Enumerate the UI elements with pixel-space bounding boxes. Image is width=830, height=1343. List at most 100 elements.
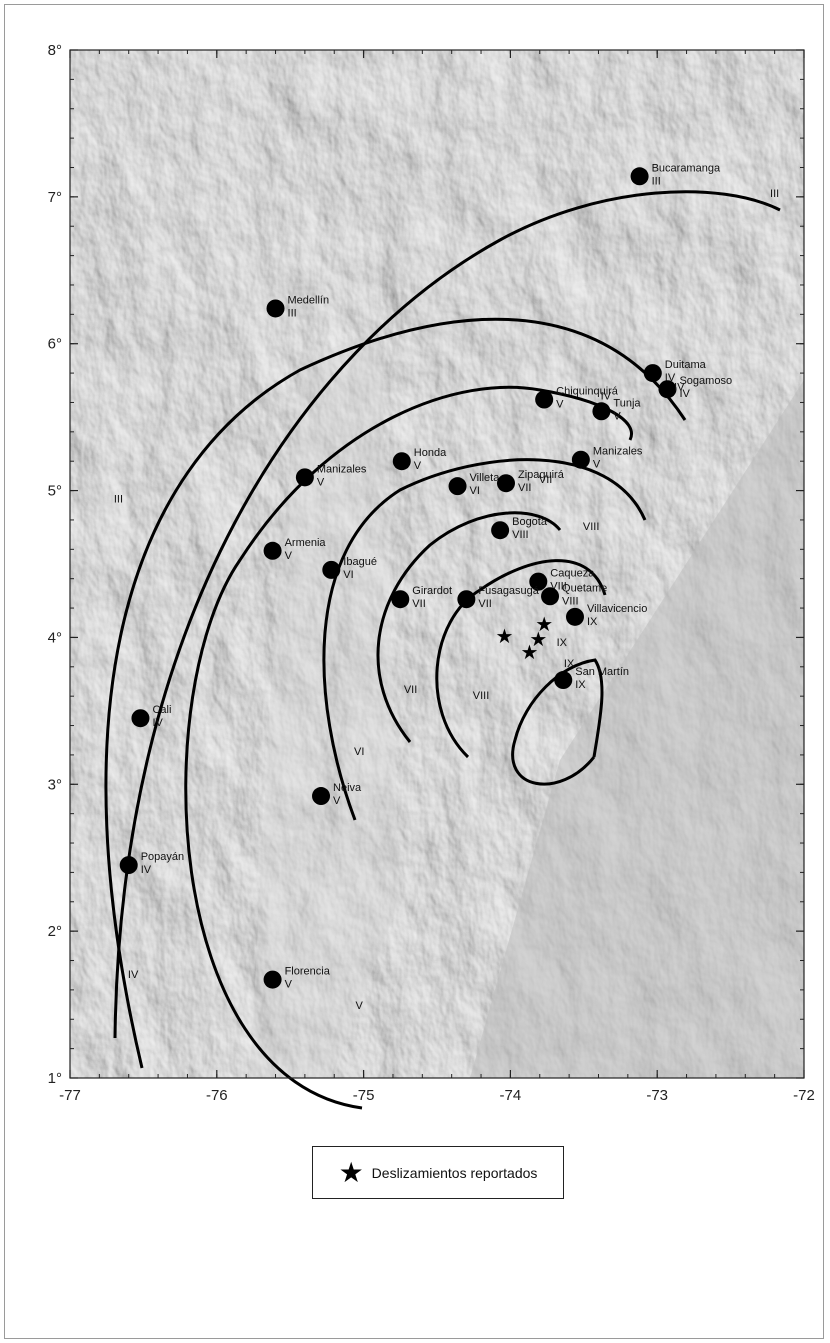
city-dot: [322, 560, 341, 579]
city-dot: [448, 477, 467, 496]
city-intensity: V: [556, 399, 564, 411]
city-intensity: V: [414, 460, 422, 472]
city-dot: [263, 541, 282, 560]
city-name: Florencia: [285, 966, 331, 978]
landslide-star-icon: ★: [535, 612, 553, 636]
valley-shade: [250, 330, 400, 1078]
city-dot: [491, 521, 510, 540]
isoseismal-label: VIII: [473, 690, 490, 702]
city-dot: [535, 390, 554, 409]
x-tick-label: -76: [206, 1087, 228, 1104]
isoseismal-end-label: IV: [674, 382, 685, 394]
star-icon: ★: [338, 1155, 364, 1189]
isoseismal-end-label: VIII: [583, 521, 600, 533]
city-name: Villavicencio: [587, 603, 647, 615]
map-border: [69, 49, 805, 1079]
y-tick-label: 4°: [48, 629, 62, 646]
city-dot: [266, 299, 285, 318]
isoseismal-iv: [104, 317, 687, 1069]
isoseismal-end-label: IV: [601, 391, 612, 403]
city-intensity: IX: [587, 616, 598, 628]
city-intensity: VII: [412, 598, 425, 610]
city-name: Duitama: [665, 359, 707, 371]
city-dot: [541, 587, 560, 606]
city-name: Bucaramanga: [652, 162, 721, 174]
city-name: Neiva: [333, 782, 362, 794]
isoseismal-v-outer: [184, 385, 633, 1110]
city-name: Manizales: [317, 463, 367, 475]
x-tick-label: -77: [59, 1087, 81, 1104]
city-intensity: V: [333, 795, 341, 807]
city-intensity: IV: [665, 372, 676, 384]
city-dot: [592, 402, 611, 421]
landslide-star-icon: ★: [529, 627, 547, 651]
isoseismal-vi: [376, 511, 562, 743]
city-name: Zipaquirá: [518, 469, 565, 481]
isoseismal-iii: [113, 190, 781, 1039]
isoseismal-label: VII: [404, 684, 417, 696]
city-dot: [571, 450, 590, 469]
city-name: San Martín: [575, 666, 629, 678]
x-tick-label: -74: [500, 1087, 522, 1104]
city-name: Ibagué: [343, 556, 377, 568]
city-dot: [643, 364, 662, 383]
city-name: Tunja: [613, 397, 641, 409]
city-intensity: III: [652, 175, 661, 187]
city-dot: [496, 474, 515, 493]
axis-ticks: -77 -76 -75 -74 -73 -72 1° 2° 3° 4° 5° 6° 7° 8°: [48, 42, 815, 1104]
city-intensity: IV: [141, 864, 152, 876]
city-name: Armenia: [285, 537, 327, 549]
city-intensity: IX: [575, 679, 586, 691]
y-tick-label: 2°: [48, 923, 62, 940]
city-intensity: VI: [343, 569, 353, 581]
y-tick-label: 3°: [48, 776, 62, 793]
city-dot: [119, 856, 138, 875]
city-dot: [457, 590, 476, 609]
city-intensity: IV: [152, 717, 163, 729]
city-dot: [392, 452, 411, 471]
x-tick-label: -75: [353, 1087, 375, 1104]
city-name: Popayán: [141, 851, 184, 863]
isoseismal-label: IX: [564, 658, 575, 670]
city-name: Sogamoso: [679, 375, 732, 387]
y-tick-label: 1°: [48, 1070, 62, 1087]
city-dot: [295, 468, 314, 487]
city-intensity: VIII: [562, 595, 579, 607]
figure-frame: [4, 4, 824, 1339]
city-name: Fusagasugá: [478, 585, 539, 597]
y-tick-label: 8°: [48, 42, 62, 59]
landslide-markers: ★ ★★★: [496, 612, 554, 664]
isoseismal-lines: [104, 190, 781, 1110]
isoseismal-viii: [511, 658, 604, 786]
city-intensity: V: [285, 979, 293, 991]
city-dot: [263, 970, 282, 989]
city-name: Quetame: [562, 582, 607, 594]
x-tick-label: -73: [646, 1087, 668, 1104]
city-name: Chiquinquirá: [556, 386, 619, 398]
city-intensity: VII: [478, 598, 491, 610]
isoseismal-label: III: [114, 493, 123, 505]
landslide-star-icon: ★: [496, 624, 514, 648]
isoseismal-end-label: VII: [539, 474, 552, 486]
y-tick-label: 7°: [48, 189, 62, 206]
city-intensity: VI: [470, 485, 480, 497]
city-intensity: V: [317, 476, 325, 488]
